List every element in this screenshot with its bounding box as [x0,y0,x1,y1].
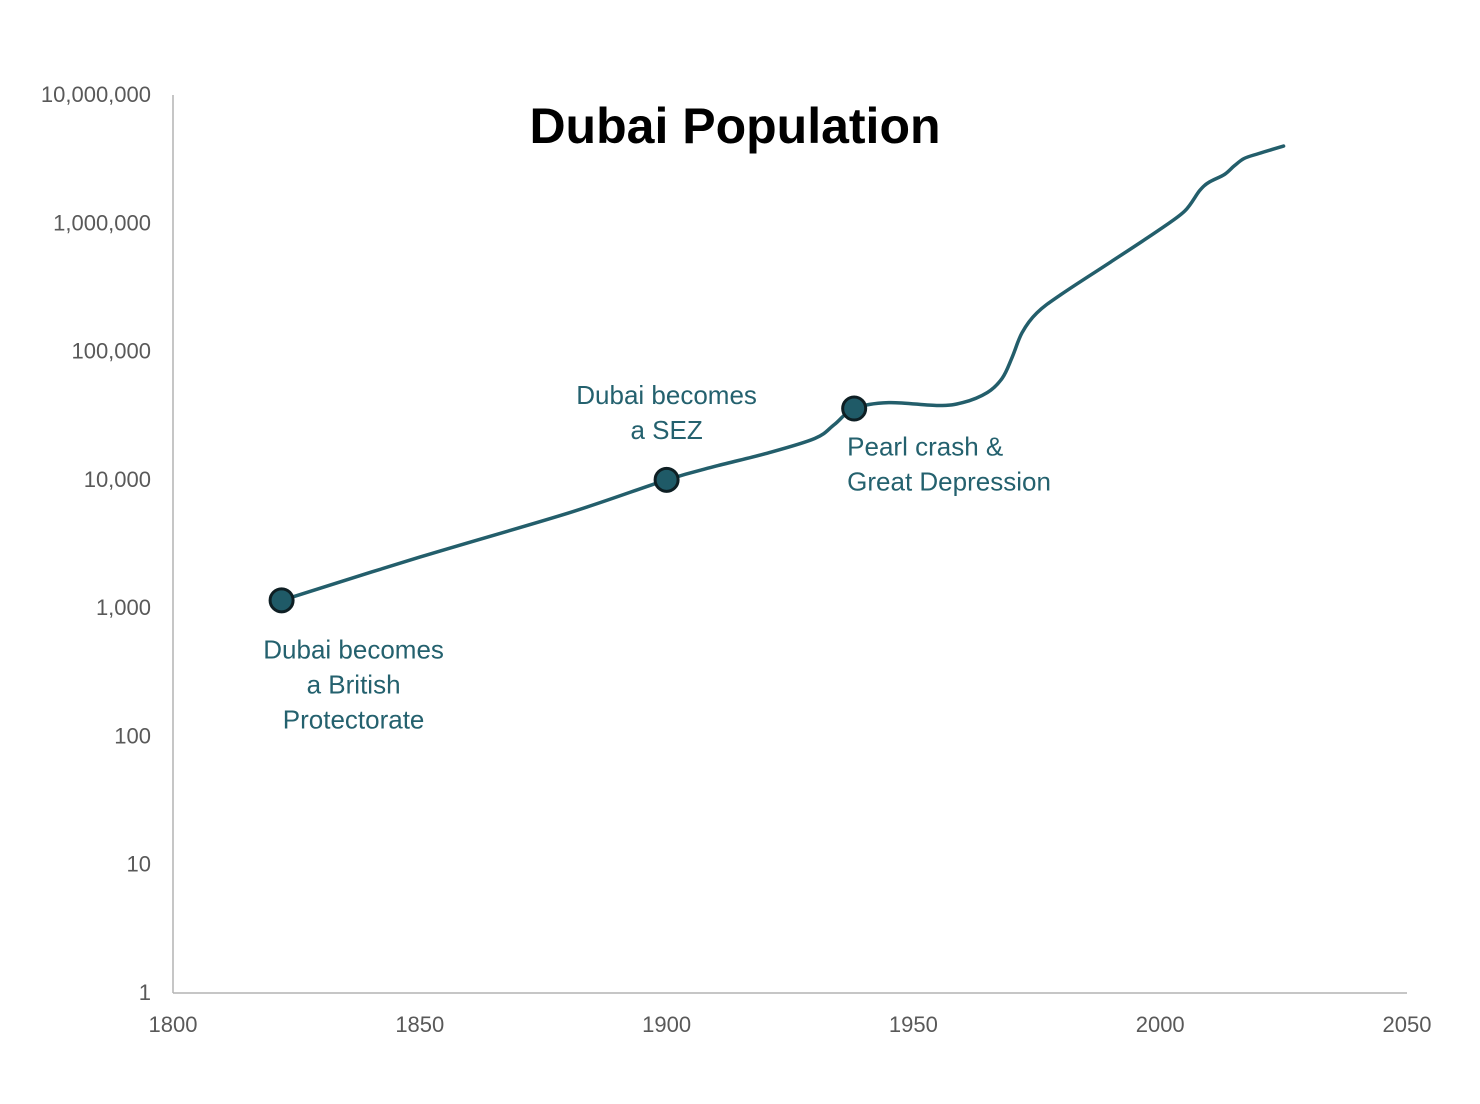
x-tick-label: 2000 [1136,1012,1185,1037]
y-tick-label: 1 [139,980,151,1005]
event-annotation: a SEZ [630,415,702,445]
x-tick-label: 1800 [149,1012,198,1037]
y-tick-label: 100,000 [71,339,151,364]
y-tick-label: 10,000,000 [41,82,151,107]
y-tick-label: 10,000 [84,467,151,492]
event-annotation: Pearl crash & [847,431,1003,461]
event-marker [653,466,680,493]
x-tick-label: 1850 [395,1012,444,1037]
x-tick-labels: 1800 1850 1900 1950 2000 2050 [149,1012,1432,1037]
x-tick-label: 1950 [889,1012,938,1037]
y-tick-label: 100 [114,723,151,748]
event-marker [268,587,295,614]
y-tick-label: 1,000,000 [53,210,151,235]
axes [172,95,1407,994]
y-tick-label: 1,000 [96,595,151,620]
event-annotation: Dubai becomes [576,380,757,410]
y-tick-labels: 1 10 100 1,000 10,000 100,000 1,000,000 10,000,… [41,82,151,1005]
x-tick-label: 1900 [642,1012,691,1037]
event-annotation: Great Depression [847,466,1051,496]
annotations-layer: Dubai becomes a British Protectorate Dubai … [263,380,1051,734]
markers-layer [268,395,868,614]
event-marker [841,395,868,422]
event-annotation: Protectorate [283,704,425,734]
y-tick-label: 10 [127,852,151,877]
population-line [279,144,1286,603]
chart-title: Dubai Population [529,98,940,154]
event-annotation: a British [307,669,401,699]
event-annotation: Dubai becomes [263,634,444,664]
series-layer [279,144,1286,603]
x-tick-label: 2050 [1383,1012,1432,1037]
